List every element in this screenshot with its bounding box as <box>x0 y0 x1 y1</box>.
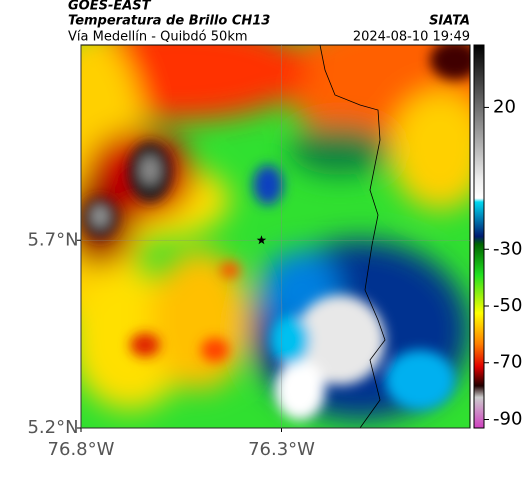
colorbar-tick-label: -90 <box>493 408 522 429</box>
station-marker <box>256 235 267 245</box>
x-tick-label: 76.8°W <box>48 439 115 460</box>
subtitle: Temperatura de Brillo CH13 <box>68 14 270 29</box>
raster <box>81 45 470 428</box>
x-tick-label: 76.3°W <box>248 439 315 460</box>
colorbar-tick-label: -30 <box>493 238 522 259</box>
colorbar <box>473 44 485 429</box>
colorbar-tick-label: -70 <box>493 352 522 373</box>
location: Vía Medellín - Quibdó 50km <box>68 30 248 45</box>
colorbar-tick-label: -50 <box>493 295 522 316</box>
timestamp: 2024-08-10 19:49 <box>353 30 470 45</box>
title: GOES-EAST <box>68 0 152 14</box>
source: SIATA <box>429 14 470 29</box>
y-tick-label: 5.7°N <box>27 229 78 250</box>
y-tick-label: 5.2°N <box>27 417 78 438</box>
colorbar-tick-label: 20 <box>493 96 516 117</box>
